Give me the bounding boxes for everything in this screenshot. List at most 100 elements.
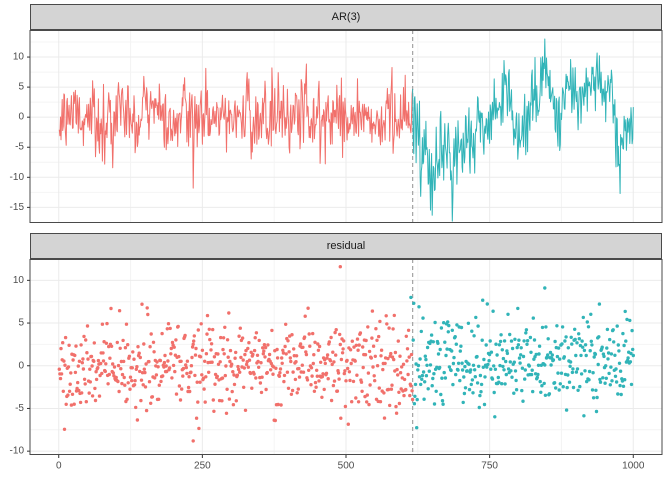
data-point [210,360,214,364]
data-point [623,378,627,382]
data-point [262,343,267,347]
data-point [93,398,98,403]
data-point [602,354,606,359]
data-point [371,344,376,348]
data-point [313,380,318,385]
data-point [66,365,71,369]
data-point [622,343,626,348]
data-point [436,341,440,345]
data-point [373,354,377,358]
data-point [284,322,288,326]
data-point [491,309,495,313]
data-point [131,350,135,354]
data-point [398,354,402,358]
data-point [239,355,243,360]
data-point [336,371,341,375]
data-point [220,376,225,380]
data-point [109,306,113,311]
data-point [351,379,356,384]
data-point [254,331,259,335]
data-point [148,345,152,349]
data-point [489,350,494,354]
data-point [184,363,188,367]
data-point [83,382,87,386]
data-point [139,398,143,403]
data-point [370,336,374,340]
data-point [257,365,261,369]
data-point [630,328,634,333]
data-point [454,372,458,377]
data-point [409,352,414,357]
data-point [567,380,572,384]
data-point [443,340,447,344]
data-point [141,383,145,387]
data-point [520,366,525,370]
data-point [343,404,348,409]
data-point [577,337,581,341]
data-point [227,397,232,401]
data-point [470,329,474,333]
data-point [400,365,404,369]
data-point [617,349,621,353]
data-point [355,373,359,377]
data-point [619,392,623,397]
data-point [67,389,72,393]
data-point [431,376,435,381]
data-point [292,347,296,351]
data-point [544,325,548,329]
data-point [398,371,403,375]
data-point [109,344,114,348]
data-point [147,359,151,364]
data-point [159,379,163,384]
data-point [281,351,286,355]
data-point [191,439,195,443]
data-point [616,392,620,396]
data-point [475,381,480,385]
data-point [352,345,356,349]
data-point [172,345,176,349]
data-point [360,389,364,393]
data-point [555,324,559,328]
data-point [259,390,264,395]
data-point [236,364,240,369]
data-point [573,327,577,331]
data-point [204,375,208,379]
data-point [138,355,142,360]
data-point [463,386,468,390]
data-point [293,377,298,382]
data-point [294,354,299,358]
data-point [212,409,216,413]
data-point [350,400,354,404]
data-point [59,372,64,376]
data-point [543,286,547,290]
data-point [598,380,603,384]
data-point [498,363,502,368]
data-point [530,368,534,372]
data-point [563,339,567,343]
data-point [591,371,595,375]
data-point [515,345,519,350]
data-point [329,398,334,403]
data-point [177,354,181,359]
data-point [251,352,255,357]
data-point [99,361,103,366]
data-point [327,340,331,344]
x-tick-label: 250 [194,460,211,471]
data-point [391,327,395,331]
data-point [631,353,635,358]
data-point [407,355,411,359]
data-point [107,372,112,377]
data-point [317,344,322,349]
data-point [613,374,618,378]
data-point [117,309,122,313]
y-tick-label: -5 [15,403,24,414]
data-point [386,387,391,392]
y-axis: 10 5 0 -5 -10 -15 [10,52,30,213]
data-point [132,383,137,387]
data-point [181,374,185,378]
data-point [347,370,352,374]
data-point [125,397,129,401]
data-point [255,353,260,357]
data-point [397,401,402,406]
data-point [629,382,634,387]
